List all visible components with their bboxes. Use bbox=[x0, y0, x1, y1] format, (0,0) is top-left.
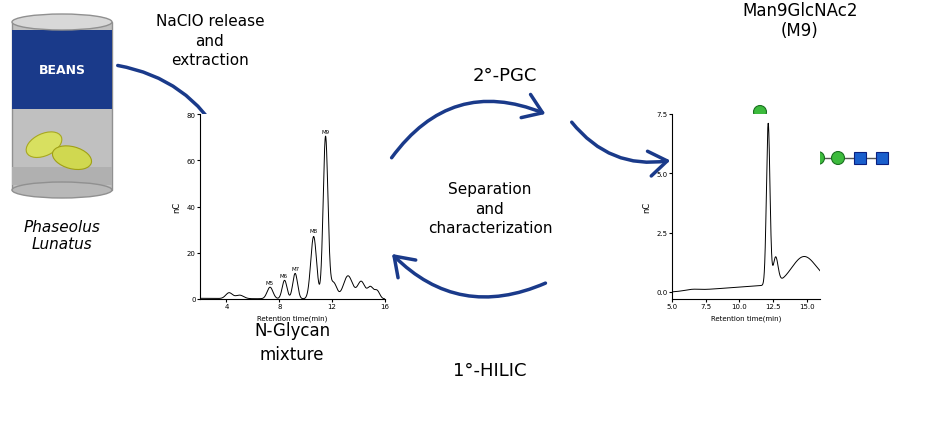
Bar bbox=[876, 153, 888, 164]
Text: M6: M6 bbox=[279, 273, 287, 278]
Text: BEANS: BEANS bbox=[39, 64, 86, 77]
Y-axis label: nC: nC bbox=[172, 201, 182, 212]
Bar bbox=[12, 168, 112, 186]
Circle shape bbox=[793, 130, 806, 143]
Circle shape bbox=[774, 142, 787, 155]
Bar bbox=[12, 31, 112, 110]
Text: M7: M7 bbox=[291, 267, 299, 271]
Text: M8: M8 bbox=[310, 228, 318, 233]
Circle shape bbox=[793, 152, 806, 165]
Circle shape bbox=[774, 162, 787, 175]
Ellipse shape bbox=[26, 132, 62, 158]
Circle shape bbox=[811, 152, 824, 165]
Text: Separation
and
characterization: Separation and characterization bbox=[428, 181, 552, 236]
FancyArrowPatch shape bbox=[572, 123, 667, 177]
Bar bbox=[12, 23, 112, 190]
Text: 1°-HILIC: 1°-HILIC bbox=[454, 361, 527, 379]
X-axis label: Retention time(min): Retention time(min) bbox=[257, 315, 327, 322]
Text: M5: M5 bbox=[266, 280, 274, 286]
Circle shape bbox=[754, 106, 767, 119]
Text: NaClO release
and
extraction: NaClO release and extraction bbox=[155, 14, 264, 68]
FancyArrowPatch shape bbox=[118, 66, 225, 141]
Bar bbox=[854, 153, 866, 164]
FancyArrowPatch shape bbox=[394, 257, 546, 297]
Text: M9: M9 bbox=[322, 129, 329, 134]
Text: Phaseolus
Lunatus: Phaseolus Lunatus bbox=[24, 219, 101, 252]
Text: N-Glycan
mixture: N-Glycan mixture bbox=[254, 322, 330, 363]
FancyArrowPatch shape bbox=[391, 95, 543, 158]
Ellipse shape bbox=[53, 147, 91, 170]
Y-axis label: nC: nC bbox=[642, 201, 651, 212]
X-axis label: Retention time(min): Retention time(min) bbox=[710, 315, 781, 322]
Ellipse shape bbox=[12, 15, 112, 31]
Circle shape bbox=[774, 118, 787, 131]
Circle shape bbox=[754, 123, 767, 136]
Text: Man9GlcNAc2
(M9): Man9GlcNAc2 (M9) bbox=[742, 2, 858, 40]
Text: 2°-PGC: 2°-PGC bbox=[472, 67, 537, 85]
Circle shape bbox=[832, 152, 844, 165]
Ellipse shape bbox=[12, 183, 112, 199]
